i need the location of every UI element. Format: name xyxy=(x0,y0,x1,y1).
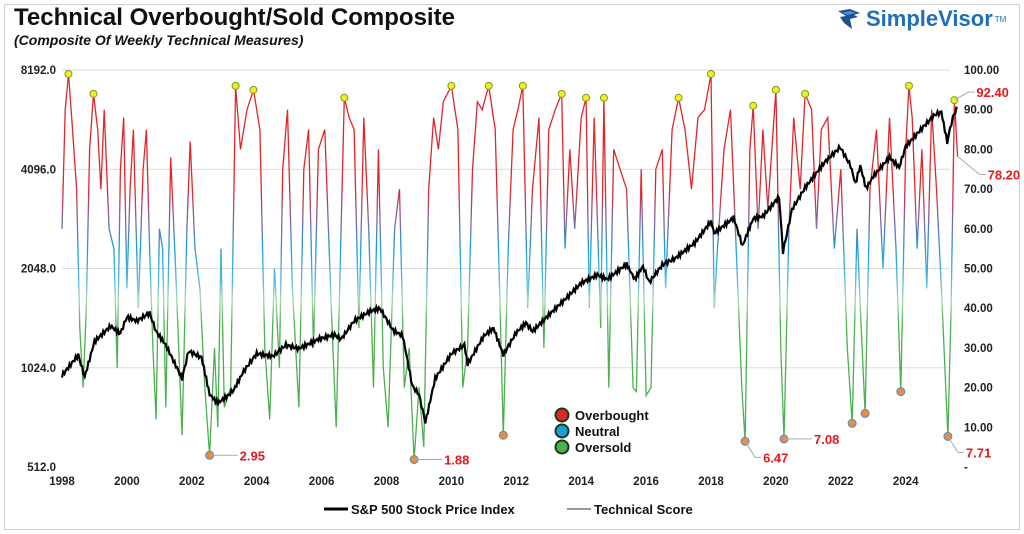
callout-label: 92.40 xyxy=(976,85,1009,100)
callout-label: 1.88 xyxy=(444,453,469,468)
trough-marker xyxy=(896,387,906,397)
simplevisor-logo: SimpleVisor TM xyxy=(836,6,1006,32)
right-tick-label: 40.00 xyxy=(964,303,993,315)
sp500-legend-label: S&P 500 Stock Price Index xyxy=(351,502,516,517)
left-tick-label: 2048.0 xyxy=(21,264,56,276)
callout-leader xyxy=(947,436,964,453)
right-tick-label: 80.00 xyxy=(964,144,993,156)
x-tick-label: 2016 xyxy=(633,476,659,488)
technical-score-line xyxy=(61,73,959,460)
x-tick-label: 2024 xyxy=(893,476,919,488)
peak-marker xyxy=(707,69,715,78)
x-tick-label: 2018 xyxy=(698,476,724,488)
sp500-line xyxy=(60,106,958,424)
peak-marker xyxy=(447,81,456,90)
peak-marker xyxy=(582,93,591,102)
chart-title: Technical Overbought/Sold Composite xyxy=(14,4,455,31)
left-tick-label: 512.0 xyxy=(27,462,56,474)
overbought-swatch xyxy=(554,407,570,423)
right-tick-label: 50.00 xyxy=(964,264,993,276)
callout-leader xyxy=(957,156,986,176)
callout-label: 78.20 xyxy=(988,168,1021,183)
right-tick-label: 90.00 xyxy=(964,105,993,117)
trough-marker xyxy=(498,430,508,440)
x-tick-label: 2012 xyxy=(504,476,530,488)
brand-name: SimpleVisor xyxy=(866,6,993,31)
x-tick-label: 1998 xyxy=(49,476,75,488)
brand-tm: TM xyxy=(994,14,1007,24)
peak-marker xyxy=(771,85,780,94)
peak-marker xyxy=(599,93,608,102)
x-axis: 1998 2000 2002 2004 2006 2008 2010 2012 2014 2016… xyxy=(49,476,919,488)
peak-marker xyxy=(904,81,913,90)
left-tick-label: 4096.0 xyxy=(21,164,56,176)
x-tick-label: 2000 xyxy=(114,476,140,488)
callouts: 2.95 1.88 6.47 7.08 7.71 92.40 78.20 xyxy=(209,85,1021,468)
peak-marker xyxy=(89,89,98,98)
peak-marker xyxy=(231,81,240,90)
right-tick-label: - xyxy=(964,462,968,474)
right-axis: - 10.00 20.00 30.00 40.00 50.00 60.00 70.00 80.0… xyxy=(964,65,999,474)
oversold-swatch xyxy=(554,439,570,455)
right-tick-label: 70.00 xyxy=(964,184,993,196)
trough-marker xyxy=(860,408,870,418)
x-tick-label: 2004 xyxy=(244,476,270,488)
callout-label: 6.47 xyxy=(763,450,788,465)
callout-label: 7.08 xyxy=(814,432,839,447)
overbought-label: Overbought xyxy=(575,408,649,423)
neutral-swatch xyxy=(554,423,570,439)
score-legend-label: Technical Score xyxy=(594,502,693,517)
peak-marker xyxy=(557,89,566,98)
eagle-icon xyxy=(838,9,860,29)
callout-label: 7.71 xyxy=(966,445,991,460)
x-tick-label: 2020 xyxy=(763,476,789,488)
right-tick-label: 100.00 xyxy=(964,65,999,77)
chart-frame xyxy=(4,4,1020,530)
oversold-label: Oversold xyxy=(575,440,631,455)
peak-marker xyxy=(749,101,758,110)
left-tick-label: 8192.0 xyxy=(21,65,56,77)
right-tick-label: 20.00 xyxy=(964,383,993,395)
peak-marker xyxy=(249,85,258,94)
peak-marker xyxy=(518,81,527,90)
right-tick-label: 10.00 xyxy=(964,422,993,434)
peak-marker xyxy=(340,93,349,102)
callout-leader xyxy=(954,91,975,101)
peak-marker xyxy=(484,81,493,90)
x-tick-label: 2008 xyxy=(374,476,400,488)
x-tick-label: 2010 xyxy=(439,476,465,488)
x-tick-label: 2014 xyxy=(568,476,594,488)
callout-label: 2.95 xyxy=(240,448,265,463)
x-tick-label: 2002 xyxy=(179,476,205,488)
left-tick-label: 1024.0 xyxy=(21,363,56,375)
markers xyxy=(64,69,959,465)
x-tick-label: 2006 xyxy=(309,476,335,488)
zone-legend: Overbought Neutral Oversold xyxy=(554,407,649,455)
trough-marker xyxy=(847,418,857,428)
peak-marker xyxy=(674,93,683,102)
left-axis: 512.0 1024.0 2048.0 4096.0 8192.0 xyxy=(21,65,56,474)
peak-marker xyxy=(801,89,810,98)
gridlines xyxy=(62,69,950,369)
series-legend: S&P 500 Stock Price Index Technical Scor… xyxy=(324,502,693,517)
peak-marker xyxy=(64,69,73,78)
callout-leader xyxy=(744,441,762,458)
neutral-label: Neutral xyxy=(575,424,620,439)
right-tick-label: 60.00 xyxy=(964,224,993,236)
chart-subtitle: (Composite Of Weekly Technical Measures) xyxy=(14,32,304,48)
right-tick-label: 30.00 xyxy=(964,343,993,355)
x-tick-label: 2022 xyxy=(828,476,854,488)
